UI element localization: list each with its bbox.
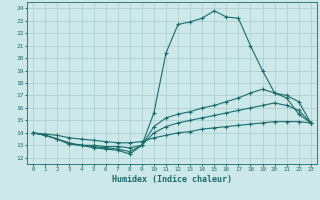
X-axis label: Humidex (Indice chaleur): Humidex (Indice chaleur) [112, 175, 232, 184]
